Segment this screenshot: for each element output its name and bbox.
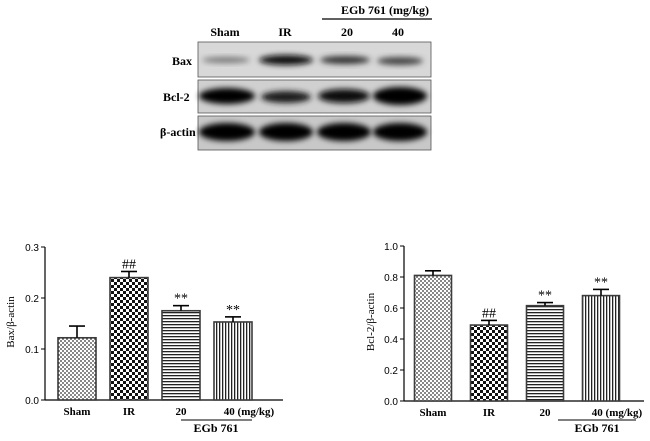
- lane-label-sham: Sham: [210, 25, 239, 39]
- chart2-ylabel: Bcl-2/β-actin: [365, 292, 377, 351]
- row-label-bcl2: Bcl-2: [163, 90, 190, 104]
- chart2-ytick-label: 1.0: [384, 242, 398, 253]
- chart2-bar: [581, 294, 621, 402]
- bax-bar-chart: Bax/β-actin EGb 761 0.0 0.1 0.2 0.3 Sham ## IR…: [5, 243, 283, 435]
- chart1-bar: [161, 309, 201, 401]
- chart1-bar: [109, 276, 149, 401]
- band-bcl2-sham: [199, 88, 255, 104]
- chart2-significance-label: ##: [482, 306, 496, 321]
- chart1-category-label: IR: [123, 406, 136, 418]
- chart2-group-label: EGb 761: [574, 421, 619, 435]
- chart2-category-label: IR: [483, 407, 496, 419]
- chart2-ytick-label: 0.6: [384, 304, 398, 315]
- band-actin-ir: [259, 123, 313, 141]
- band-bax-40: [377, 57, 423, 65]
- chart2-bar: [469, 324, 509, 402]
- chart1-category-label: 20: [176, 406, 188, 418]
- chart2-bar: [413, 274, 453, 402]
- chart1-significance-label: **: [226, 303, 240, 318]
- chart1-ylabel: Bax/β-actin: [5, 296, 17, 348]
- chart1-bar: [57, 336, 97, 401]
- lane-label-20: 20: [341, 25, 353, 39]
- chart1-ytick-label: 0.0: [25, 396, 39, 407]
- chart1-ytick-label: 0.2: [25, 294, 39, 305]
- chart2-category-label: 40 (mg/kg): [592, 407, 643, 419]
- chart1-ytick-label: 0.3: [25, 243, 39, 254]
- lane-label-ir: IR: [278, 25, 292, 39]
- chart1-significance-label: **: [174, 292, 188, 307]
- chart1-category-label: 40 (mg/kg): [224, 406, 275, 418]
- chart2-significance-label: **: [538, 289, 552, 304]
- band-actin-20: [317, 123, 371, 141]
- band-bcl2-40: [373, 87, 427, 105]
- chart2-ytick-label: 0.0: [384, 397, 398, 408]
- chart1-ytick-label: 0.1: [25, 345, 39, 356]
- band-actin-sham: [199, 123, 255, 141]
- chart2-bar: [525, 304, 565, 402]
- blot-group-header: EGb 761 (mg/kg): [341, 3, 429, 17]
- chart2-ytick-label: 0.8: [384, 273, 398, 284]
- band-bcl2-20: [318, 89, 370, 103]
- western-blot: EGb 761 (mg/kg) Sham IR 20 40 Bax Bcl-2 …: [160, 3, 432, 151]
- chart2-ytick-label: 0.2: [384, 366, 398, 377]
- chart1-category-label: Sham: [64, 406, 91, 418]
- bcl2-bar-chart: Bcl-2/β-actin EGb 761 0.0 0.2 0.4 0.6 0.8 1.0…: [365, 242, 644, 435]
- chart1-significance-label: ##: [122, 257, 136, 272]
- chart2-ytick-label: 0.4: [384, 335, 398, 346]
- band-bax-sham: [202, 57, 250, 63]
- band-bax-20: [320, 56, 370, 64]
- row-label-beta-actin: β-actin: [160, 125, 196, 139]
- chart2-category-label: Sham: [420, 407, 447, 419]
- chart2-category-label: 20: [540, 407, 552, 419]
- band-actin-40: [373, 123, 427, 141]
- row-label-bax: Bax: [172, 54, 192, 68]
- lane-label-40: 40: [392, 25, 404, 39]
- chart1-bar: [213, 321, 253, 401]
- band-bcl2-ir: [261, 91, 311, 103]
- chart2-significance-label: **: [594, 275, 608, 290]
- chart1-group-label: EGb 761: [193, 421, 238, 435]
- band-bax-ir: [259, 55, 313, 65]
